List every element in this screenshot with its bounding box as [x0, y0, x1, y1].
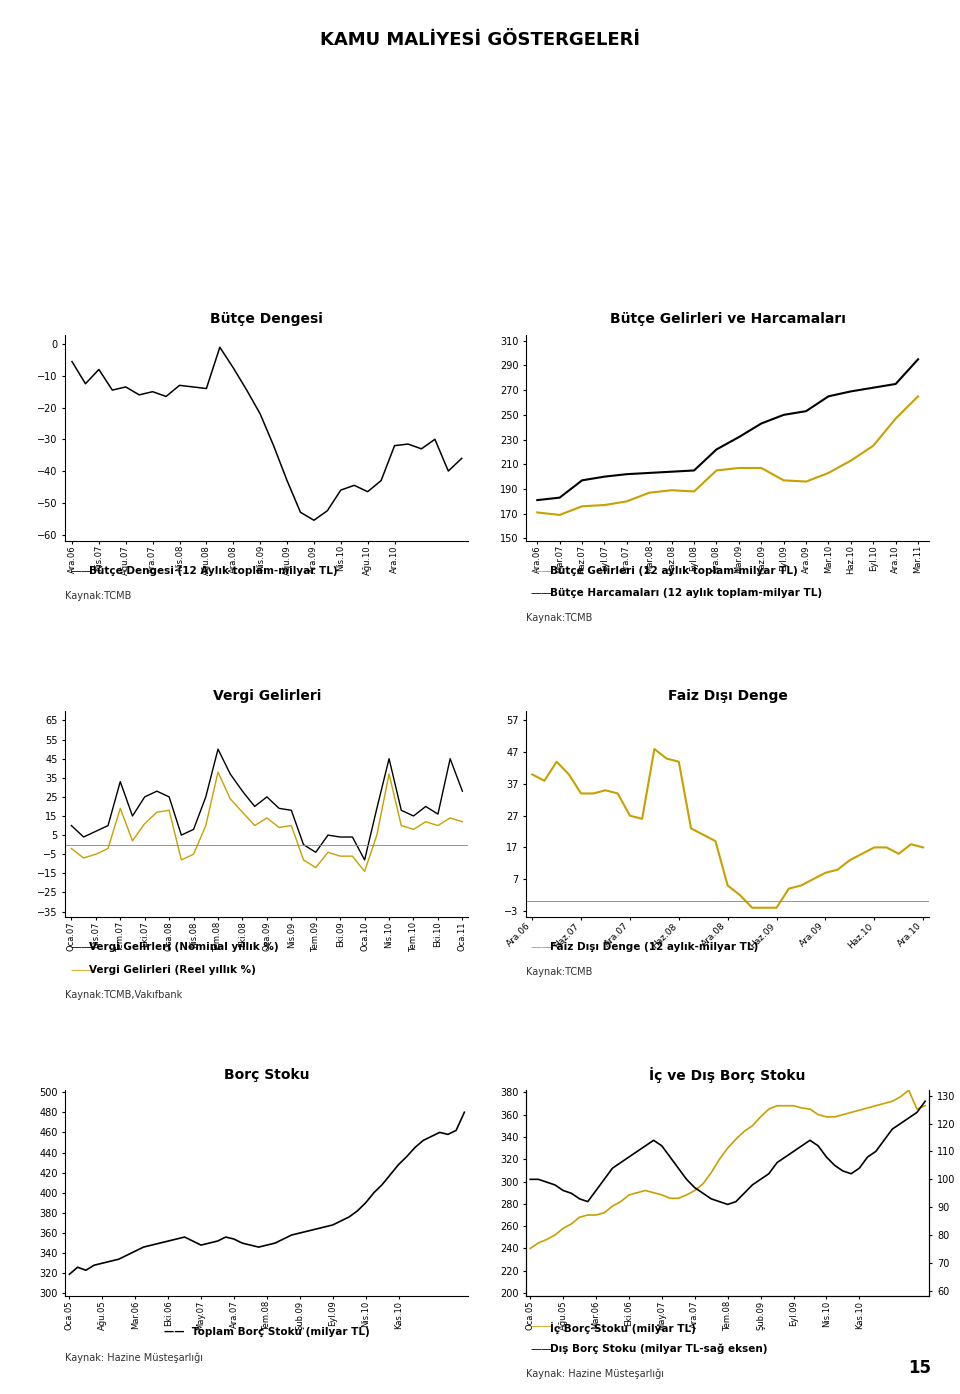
Text: Dış Borç Stoku (milyar TL-sağ eksen): Dış Borç Stoku (milyar TL-sağ eksen) [550, 1344, 768, 1355]
Text: Vergi Gelirleri (Nominal yıllık %): Vergi Gelirleri (Nominal yıllık %) [89, 942, 279, 952]
Text: Bütçe Dengesi (12 Aylık toplam-milyar TL): Bütçe Dengesi (12 Aylık toplam-milyar TL… [89, 566, 338, 576]
Text: Faiz Dışı Denge: Faiz Dışı Denge [668, 689, 787, 703]
Text: ——: —— [70, 942, 92, 952]
Text: Kaynak: Hazine Müsteşarlığı: Kaynak: Hazine Müsteşarlığı [65, 1352, 204, 1363]
Text: Kaynak:TCMB: Kaynak:TCMB [65, 591, 132, 601]
Text: Bütçe Gelirleri (12 aylık toplam-milyar TL): Bütçe Gelirleri (12 aylık toplam-milyar … [550, 566, 798, 576]
Text: ——: —— [531, 942, 553, 952]
Text: ——: —— [70, 965, 92, 974]
Text: ——: —— [531, 1344, 553, 1354]
Text: Bütçe Gelirleri ve Harcamaları: Bütçe Gelirleri ve Harcamaları [610, 312, 846, 326]
Text: ——  Toplam Borç Stoku (milyar TL): —— Toplam Borç Stoku (milyar TL) [164, 1327, 370, 1337]
Text: Faiz Dışı Denge (12 aylık-milyar TL): Faiz Dışı Denge (12 aylık-milyar TL) [550, 942, 758, 952]
Text: Bütçe Harcamaları (12 aylık toplam-milyar TL): Bütçe Harcamaları (12 aylık toplam-milya… [550, 588, 822, 598]
Text: ——: —— [531, 588, 553, 598]
Text: KAMU MALİYESİ GÖSTERGELERİ: KAMU MALİYESİ GÖSTERGELERİ [320, 31, 640, 49]
Text: Kaynak:TCMB: Kaynak:TCMB [526, 967, 592, 977]
Text: ——: —— [70, 566, 92, 576]
Text: Vergi Gelirleri: Vergi Gelirleri [213, 689, 321, 703]
Text: Bütçe Dengesi: Bütçe Dengesi [210, 312, 324, 326]
Text: Vergi Gelirleri (Reel yıllık %): Vergi Gelirleri (Reel yıllık %) [89, 965, 256, 974]
Text: ——: —— [531, 1322, 553, 1331]
Text: İç ve Dış Borç Stoku: İç ve Dış Borç Stoku [650, 1066, 805, 1083]
Text: 15: 15 [908, 1359, 931, 1377]
Text: Borç Stoku: Borç Stoku [224, 1068, 310, 1082]
Text: Kaynak:TCMB: Kaynak:TCMB [526, 613, 592, 623]
Text: ——: —— [531, 566, 553, 576]
Text: İç Borç Stoku (milyar TL): İç Borç Stoku (milyar TL) [550, 1322, 696, 1334]
Text: Kaynak:TCMB,Vakıfbank: Kaynak:TCMB,Vakıfbank [65, 990, 182, 999]
Text: Kaynak: Hazine Müsteşarlığı: Kaynak: Hazine Müsteşarlığı [526, 1369, 664, 1380]
